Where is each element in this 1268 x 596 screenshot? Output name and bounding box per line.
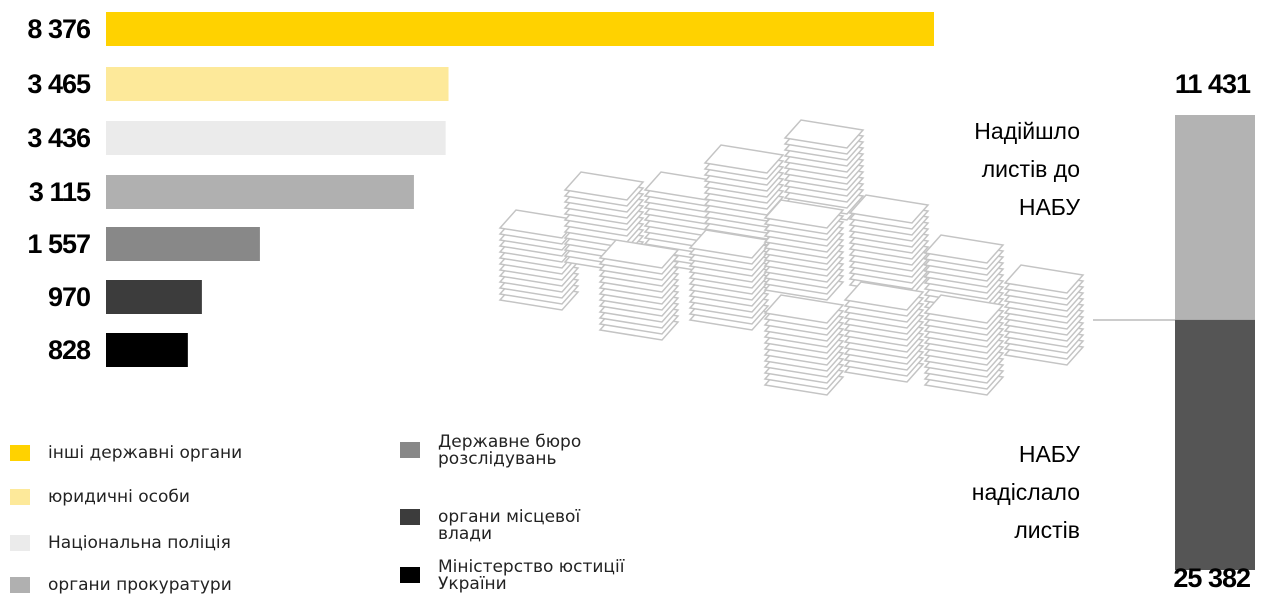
value-label: 11 431 <box>1175 69 1251 99</box>
legend-swatch <box>10 535 30 551</box>
value-label: 828 <box>48 335 91 365</box>
bar <box>106 175 414 209</box>
bar <box>106 12 934 46</box>
legend-swatch <box>400 442 420 458</box>
legend-swatch <box>10 445 30 461</box>
value-label: 25 382 <box>1173 563 1250 593</box>
bar <box>1175 115 1255 320</box>
value-label: 1 557 <box>27 229 90 259</box>
legend-swatch <box>400 509 420 525</box>
legend-label: Національна поліція <box>48 535 368 552</box>
bar <box>106 333 188 367</box>
value-label: 3 115 <box>29 177 91 207</box>
legend-swatch <box>10 577 30 593</box>
legend-label: Міністерство юстиції України <box>438 559 628 593</box>
bar <box>106 280 202 314</box>
legend-label: органи прокуратури <box>48 577 368 594</box>
legend-swatch <box>400 567 420 583</box>
legend-swatch <box>10 489 30 505</box>
legend-label: органи місцевої влади <box>438 509 628 543</box>
legend-label: інші державні органи <box>48 445 368 462</box>
legend-label: Державне бюро розслідувань <box>438 434 628 468</box>
infographic: 8 376 3 465 3 436 3 115 1 557 970 828 11 431 25 … <box>0 0 1268 596</box>
legend-label: юридичні особи <box>48 489 368 506</box>
value-label: 8 376 <box>27 14 91 44</box>
category-label: Надійшло листів до НАБУ <box>970 112 1080 226</box>
value-label: 970 <box>48 282 90 312</box>
category-label: НАБУ надіслало листів <box>970 435 1080 549</box>
bar <box>106 227 260 261</box>
value-label: 3 436 <box>27 123 91 153</box>
value-label: 3 465 <box>27 69 91 99</box>
bar <box>106 121 446 155</box>
bar <box>106 67 449 101</box>
